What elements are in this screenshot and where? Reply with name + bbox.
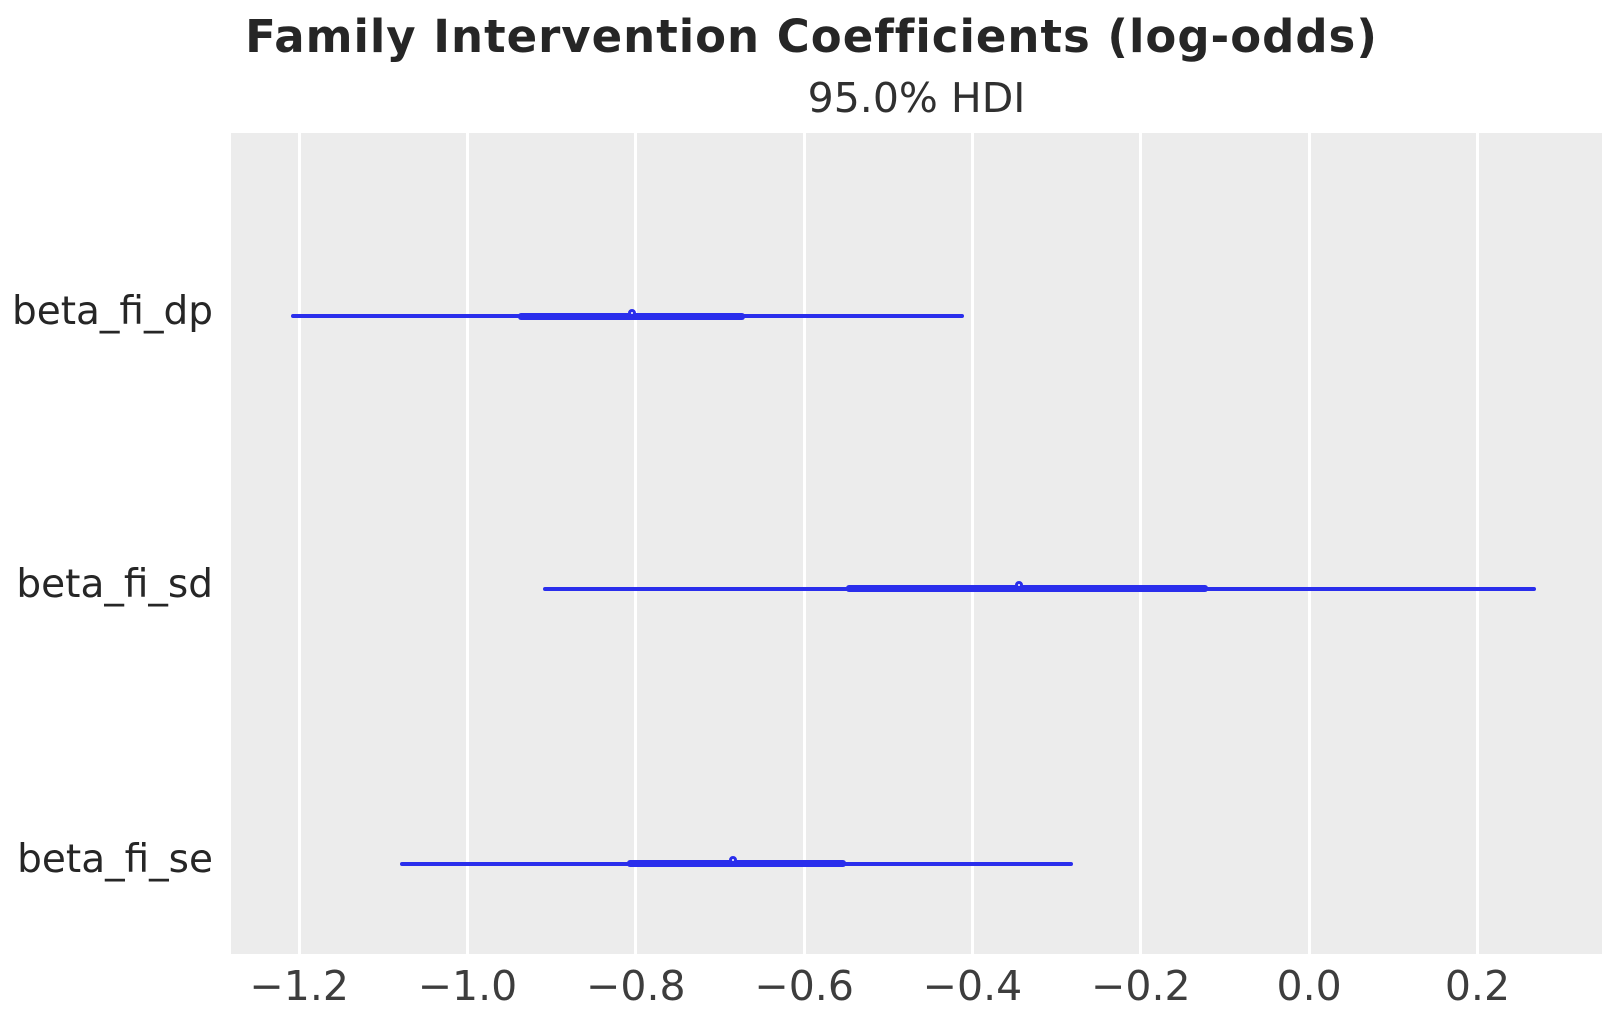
gridline (1139, 133, 1143, 954)
median-dot-beta_fi_sd (1015, 581, 1024, 590)
gridline (297, 133, 301, 954)
x-tick-label: −1.2 (249, 962, 349, 1010)
median-dot-beta_fi_se (729, 856, 738, 865)
x-tick-label: 0.0 (1276, 962, 1342, 1010)
x-tick-label: −0.2 (1091, 962, 1191, 1010)
y-tick-label-beta_fi_dp: beta_fi_dp (11, 289, 213, 335)
plot-area (231, 133, 1602, 954)
y-tick-label-beta_fi_sd: beta_fi_sd (16, 561, 213, 607)
chart-title: Family Intervention Coefficients (log-od… (245, 10, 1378, 63)
gridline (970, 133, 974, 954)
x-tick-label: −1.0 (417, 962, 518, 1010)
gridline (465, 133, 469, 954)
gridline (802, 133, 806, 954)
gridline (1307, 133, 1311, 954)
chart-subtitle-hdi: 95.0% HDI (807, 74, 1026, 122)
gridline (1475, 133, 1479, 954)
median-dot-beta_fi_dp (628, 308, 637, 317)
x-tick-label: −0.4 (922, 962, 1023, 1010)
y-tick-label-beta_fi_se: beta_fi_se (17, 836, 213, 882)
x-tick-label: −0.6 (754, 962, 854, 1010)
quartile-line-beta_fi_se (627, 860, 847, 868)
gridline (634, 133, 638, 954)
x-tick-label: −0.8 (586, 962, 686, 1010)
x-tick-label: 0.2 (1444, 962, 1511, 1010)
quartile-line-beta_fi_sd (846, 585, 1209, 593)
